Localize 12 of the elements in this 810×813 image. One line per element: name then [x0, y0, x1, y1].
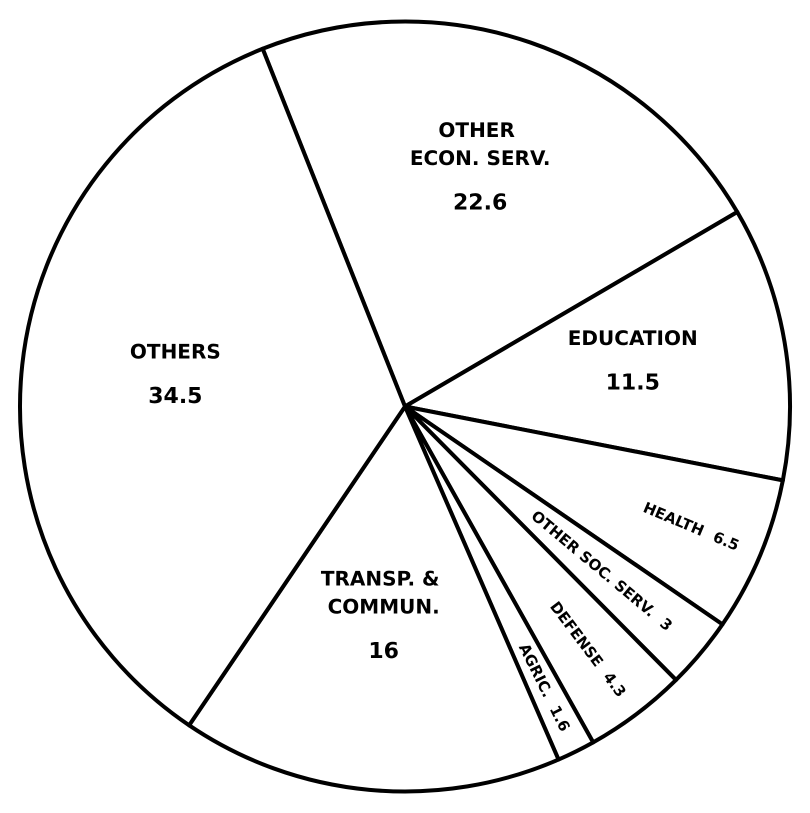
data-label: 11.5 — [606, 370, 660, 396]
data-label: 1.6 — [546, 702, 574, 734]
data-label: 3 — [656, 614, 676, 635]
data-label: 22.6 — [452, 190, 508, 216]
slice-label: OTHER ECON. SERV. — [410, 118, 550, 170]
slice-label: OTHERS — [130, 340, 221, 364]
data-label: 6.5 — [710, 528, 742, 555]
data-label: 4.3 — [599, 668, 630, 701]
slice-label: TRANSP. & COMMUN. — [320, 566, 446, 619]
data-label: 34.5 — [148, 384, 202, 410]
slice-label: EDUCATION — [568, 326, 698, 350]
data-label: 16 — [368, 639, 399, 664]
